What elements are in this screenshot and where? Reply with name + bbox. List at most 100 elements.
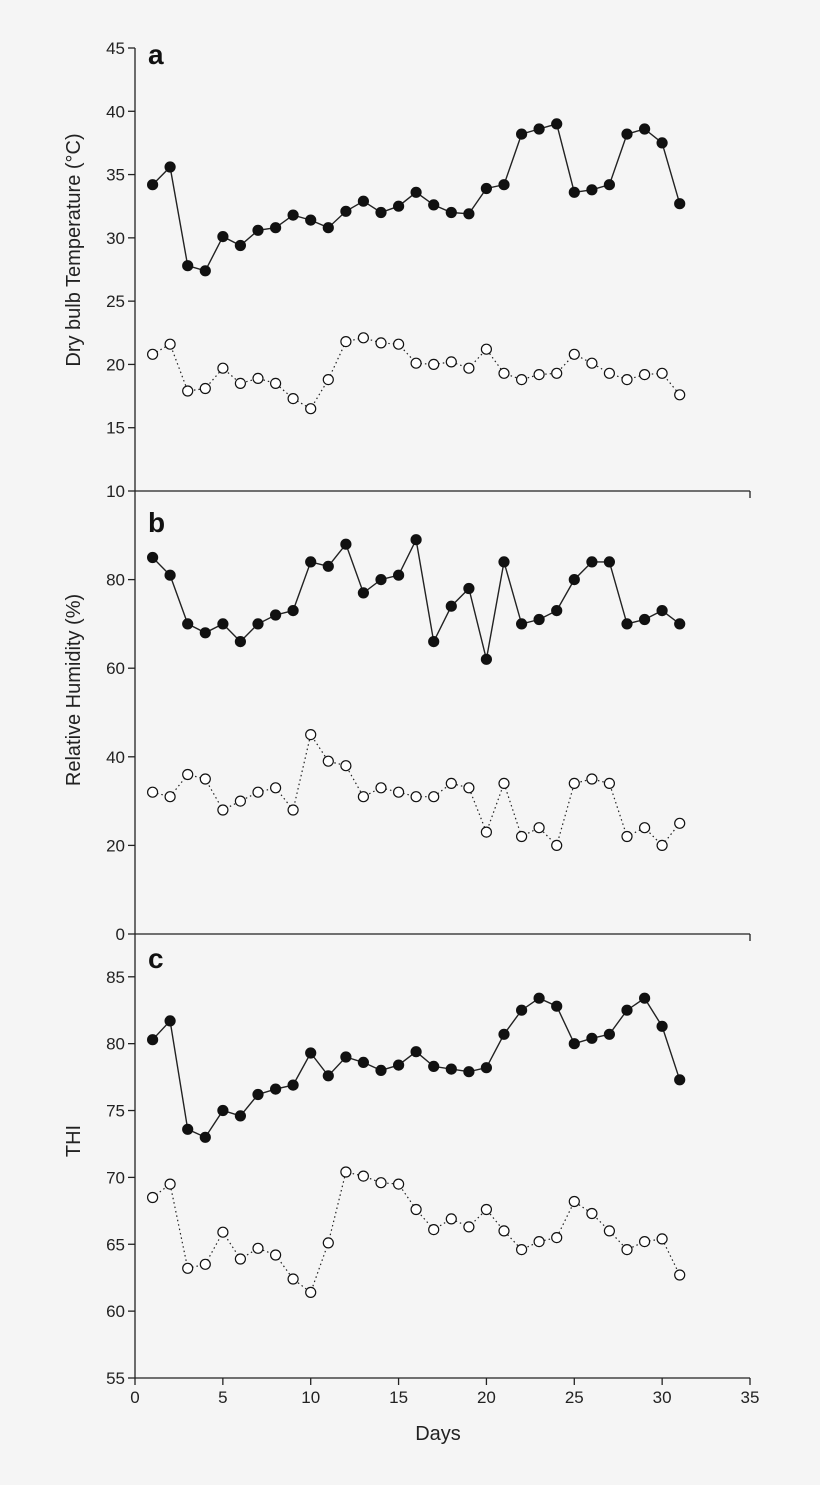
panel-c-series-max-point xyxy=(480,1062,492,1074)
panel-a-series-min-point xyxy=(463,362,475,374)
panel-a-series-max-point xyxy=(164,161,176,173)
x-tick-label: 25 xyxy=(565,1388,584,1407)
panel-a-series-min-point xyxy=(234,377,246,389)
panel-c-y-tick-label: 55 xyxy=(106,1369,125,1388)
panel-b-series-max-point xyxy=(199,627,211,639)
panel-c-series-max-point xyxy=(393,1059,405,1071)
panel-c-series-max-point xyxy=(322,1070,334,1082)
x-tick-label: 0 xyxy=(130,1388,139,1407)
panel-b-series-max-point xyxy=(357,587,369,599)
panel-c-series-max-point xyxy=(217,1104,229,1117)
panel-b-series-max-point xyxy=(498,556,510,568)
panel-c-series-min-point xyxy=(498,1225,510,1237)
x-tick-label: 10 xyxy=(301,1388,320,1407)
panel-a-series-max-point xyxy=(586,184,598,196)
panel-c-series-max-point xyxy=(252,1088,264,1101)
panel-a-series-max-point xyxy=(305,214,317,226)
panel-c-series-min-point xyxy=(480,1203,492,1216)
panel-a-series-max-point xyxy=(621,128,633,140)
panel-c-series-min-point xyxy=(164,1178,176,1190)
panel-b-y-axis-title: Relative Humidity (%) xyxy=(63,594,85,786)
panel-a-series-max-point xyxy=(480,182,492,195)
panel-c-series-max-point xyxy=(199,1131,211,1143)
panel-a-series-min-point xyxy=(551,367,563,379)
panel-b-series-max-point xyxy=(234,635,246,648)
panel-c-y-tick-label: 60 xyxy=(106,1302,125,1321)
panel-c-series-min-point xyxy=(586,1207,598,1220)
panel-c-series-max-point xyxy=(164,1015,176,1027)
panel-b-y-tick-label: 20 xyxy=(106,836,125,855)
panel-b-series-min-point xyxy=(199,773,211,785)
panel-b-series-min-point xyxy=(375,782,387,794)
panel-c-series-min-point xyxy=(656,1233,668,1245)
panel-a-series-max-point xyxy=(463,208,475,220)
panel-c-series-max-point xyxy=(463,1066,475,1078)
panel-a-series-max-point xyxy=(428,199,440,211)
panel-b-series-max-point xyxy=(375,573,387,586)
panel-b-y-tick-label: 60 xyxy=(106,659,125,678)
panel-c-series-min-point xyxy=(270,1249,282,1261)
panel-b-series-min-point xyxy=(287,804,299,816)
panel-c-series-max-point xyxy=(357,1056,369,1069)
panel-b-series-max-point xyxy=(586,556,598,568)
panel-a-series-min-point xyxy=(621,374,633,386)
panel-b-series-max-point xyxy=(445,600,457,612)
panel-b-series-max-point xyxy=(287,604,299,617)
panel-a-series-min-point xyxy=(182,385,194,397)
panel-a-y-axis-title: Dry bulb Temperature (°C) xyxy=(63,133,85,366)
panel-b-series-min-point xyxy=(322,755,334,767)
panel-c-series-max-point xyxy=(182,1123,194,1135)
panel-c-series-min-point xyxy=(638,1235,651,1248)
panel-b-series-max-point xyxy=(533,613,545,626)
panel-c-y-axis-title: THI xyxy=(63,1125,85,1157)
panel-b-series-max-point xyxy=(463,582,475,595)
panel-b-series-max-point xyxy=(656,604,668,617)
panel-b-series-max-point xyxy=(182,618,194,630)
panel-b-y-tick-label: 80 xyxy=(106,571,125,590)
panel-b-series-max-point xyxy=(217,618,229,630)
panel-b-series-min-point xyxy=(305,728,317,741)
panel-c-series-max-point xyxy=(428,1060,440,1073)
panel-a-series-min-point xyxy=(357,332,369,344)
panel-c-series-max-point xyxy=(410,1046,422,1058)
panel-a-series-min-point xyxy=(445,356,457,368)
panel-c-series-max-point xyxy=(305,1047,317,1059)
panel-c-series-max-point xyxy=(498,1028,510,1040)
panel-c-series-min-point xyxy=(287,1273,299,1285)
panel-b-series-min-point xyxy=(551,839,563,852)
panel-c-series-max-point xyxy=(445,1063,457,1075)
panel-b-series-min-point xyxy=(357,791,369,803)
panel-a-series-max-point xyxy=(287,209,299,221)
x-axis-title: Days xyxy=(415,1423,461,1445)
panel-b-series-min-point xyxy=(217,804,229,816)
panel-b-series-min-point xyxy=(515,830,528,843)
panel-b-series-max-point xyxy=(147,551,159,564)
panel-c: c THI Days xyxy=(63,943,461,1445)
panel-a-series-max-point xyxy=(674,198,686,210)
panel-a-series-min-point xyxy=(270,377,282,389)
panel-c-y-tick-label: 70 xyxy=(106,1168,125,1187)
plot-layer: 10 15 20 25 30 35 40 45 0 20 40 60 80 55 60 65 70 75 80 85 0… xyxy=(106,39,759,1407)
panel-b-series-min-point xyxy=(533,822,545,834)
panel-b-series-max-point xyxy=(393,569,405,581)
panel-a-y-tick-label: 45 xyxy=(106,39,125,58)
panel-c-series-min-point xyxy=(428,1223,440,1236)
panel-b-series-min-point xyxy=(586,773,598,785)
panel-b-series-max-point xyxy=(621,618,633,630)
panel-a-series-max-point xyxy=(445,206,457,219)
panel-c-series-min-point xyxy=(322,1237,334,1249)
panel-b-series-max-point xyxy=(638,613,651,626)
panel-b-series-min-point xyxy=(393,786,405,798)
panel-a-series-min-point xyxy=(340,336,352,348)
panel-c-series-max-point xyxy=(270,1083,282,1095)
panel-b-series-max-point xyxy=(322,560,334,572)
panel-a-series-max-point xyxy=(638,123,651,135)
panel-b-series-min-point xyxy=(410,791,422,803)
panel-a-series-min-point xyxy=(674,389,686,401)
panel-c-series-min-point xyxy=(568,1195,580,1208)
panel-c-series-max-point xyxy=(533,992,545,1004)
panel-a-series-min-point xyxy=(533,369,545,381)
panel-a-series-max-point xyxy=(393,200,405,212)
